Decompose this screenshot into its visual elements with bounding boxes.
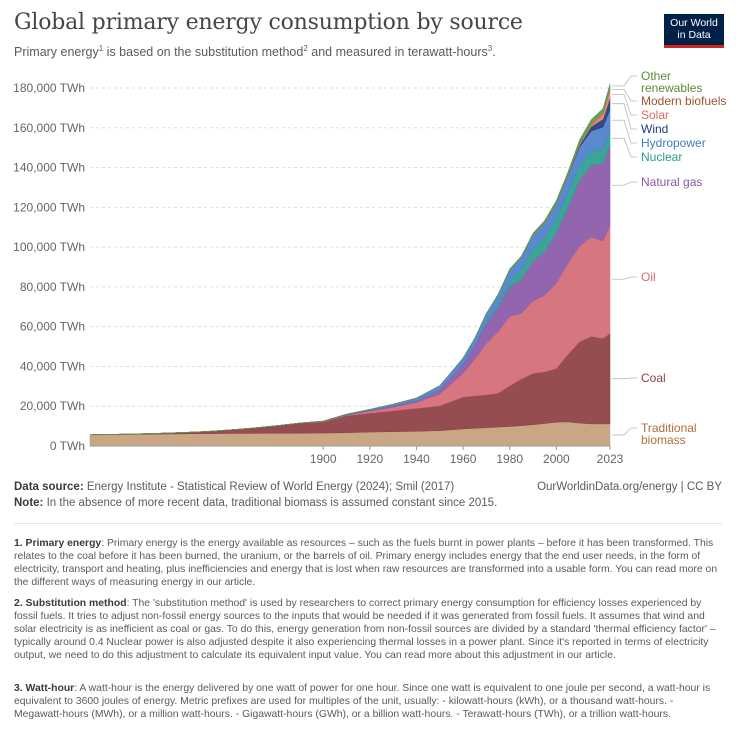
legend-label-solar[interactable]: Solar (641, 108, 669, 122)
divider (14, 523, 722, 524)
y-tick-label: 60,000 TWh (20, 320, 85, 334)
footnote-primary-energy: 1. Primary energy: Primary energy is the… (14, 537, 718, 589)
x-tick-label: 1900 (310, 452, 337, 466)
legend-connector (612, 94, 637, 116)
legend-connector (612, 137, 637, 158)
data-source: Data source: Energy Institute - Statisti… (14, 481, 454, 493)
legend-label-modern-biofuels[interactable]: Modern biofuels (641, 94, 726, 108)
subtitle-part: Primary energy (14, 45, 99, 60)
legend-label-wind[interactable]: Wind (641, 122, 668, 136)
legend-connector (612, 427, 637, 436)
legend-label-oil[interactable]: Oil (641, 270, 656, 284)
note-text: In the absence of more recent data, trad… (43, 497, 498, 509)
footnote-ref: 2 (303, 44, 308, 53)
subtitle-part: is based on the substitution method (103, 45, 304, 60)
legend-connector (612, 75, 637, 87)
x-tick-label: 1920 (356, 452, 383, 466)
y-tick-label: 100,000 TWh (13, 240, 85, 254)
legend-connector (612, 103, 637, 130)
note-label: Note: (14, 497, 44, 509)
logo-line: Our World (670, 17, 718, 29)
owid-logo[interactable]: Our World in Data (664, 14, 724, 48)
footnote-label: 1. Primary energy (14, 538, 102, 549)
chart-subtitle: Primary energy1 is based on the substitu… (14, 44, 496, 59)
footnote-ref: 1 (98, 44, 104, 53)
footnote-text: : A watt-hour is the energy delivered by… (14, 683, 711, 720)
legend-connector (612, 88, 637, 102)
legend-label-traditional-biomass[interactable]: biomass (641, 433, 686, 447)
footnote-watt-hour: 3. Watt-hour: A watt-hour is the energy … (14, 682, 718, 721)
logo-line: in Data (677, 29, 711, 41)
footnote-label: 3. Watt-hour (14, 683, 75, 694)
footnote-text: : The 'substitution method' is used by r… (14, 598, 716, 661)
y-tick-label: 0 TWh (50, 439, 85, 453)
area-other-renewables[interactable] (89, 83, 611, 436)
chart-title: Global primary energy consumption by sou… (14, 10, 523, 35)
legend-connector (612, 276, 637, 280)
legend-label-coal[interactable]: Coal (641, 371, 666, 385)
chart-note: Note: In the absence of more recent data… (14, 497, 497, 509)
y-tick-label: 20,000 TWh (20, 399, 85, 413)
footnote-substitution-method: 2. Substitution method: The 'substitutio… (14, 597, 718, 662)
data-source-label: Data source: (14, 481, 84, 493)
legend-label-other-renewables[interactable]: Other (641, 70, 671, 83)
x-tick-label: 1960 (450, 452, 477, 466)
footnote-text: : Primary energy is the energy available… (14, 538, 718, 588)
legend-connector (612, 377, 637, 380)
y-tick-label: 140,000 TWh (13, 161, 85, 175)
legend-label-other-renewables[interactable]: renewables (641, 81, 702, 95)
y-tick-label: 40,000 TWh (20, 359, 85, 373)
legend-label-traditional-biomass[interactable]: Traditional (641, 421, 697, 435)
site-link[interactable]: OurWorldinData.org/energy | CC BY (537, 481, 722, 493)
subtitle-part: . (492, 45, 496, 60)
subtitle-part: and measured in terawatt-hours (307, 45, 488, 60)
energy-area-chart: 0 TWh 20,000 TWh 40,000 TWh 60,000 TWh 80,00… (13, 70, 726, 466)
legend-label-nuclear[interactable]: Nuclear (641, 150, 682, 164)
legend-connector (612, 181, 637, 186)
footnote-ref: 3 (487, 44, 493, 53)
legend-connector (612, 119, 637, 144)
x-tick-label: 2023 (597, 452, 624, 466)
x-tick-label: 1940 (403, 452, 430, 466)
data-source-text: Energy Institute - Statistical Review of… (83, 481, 455, 493)
y-tick-label: 120,000 TWh (13, 200, 85, 214)
y-tick-label: 80,000 TWh (20, 280, 85, 294)
legend-label-hydropower[interactable]: Hydropower (641, 136, 706, 150)
y-tick-label: 180,000 TWh (13, 81, 85, 95)
footnote-label: 2. Substitution method (14, 598, 127, 609)
y-tick-label: 160,000 TWh (13, 121, 85, 135)
legend-label-natural-gas[interactable]: Natural gas (641, 175, 702, 189)
x-tick-label: 2000 (543, 452, 570, 466)
x-tick-label: 1980 (496, 452, 523, 466)
